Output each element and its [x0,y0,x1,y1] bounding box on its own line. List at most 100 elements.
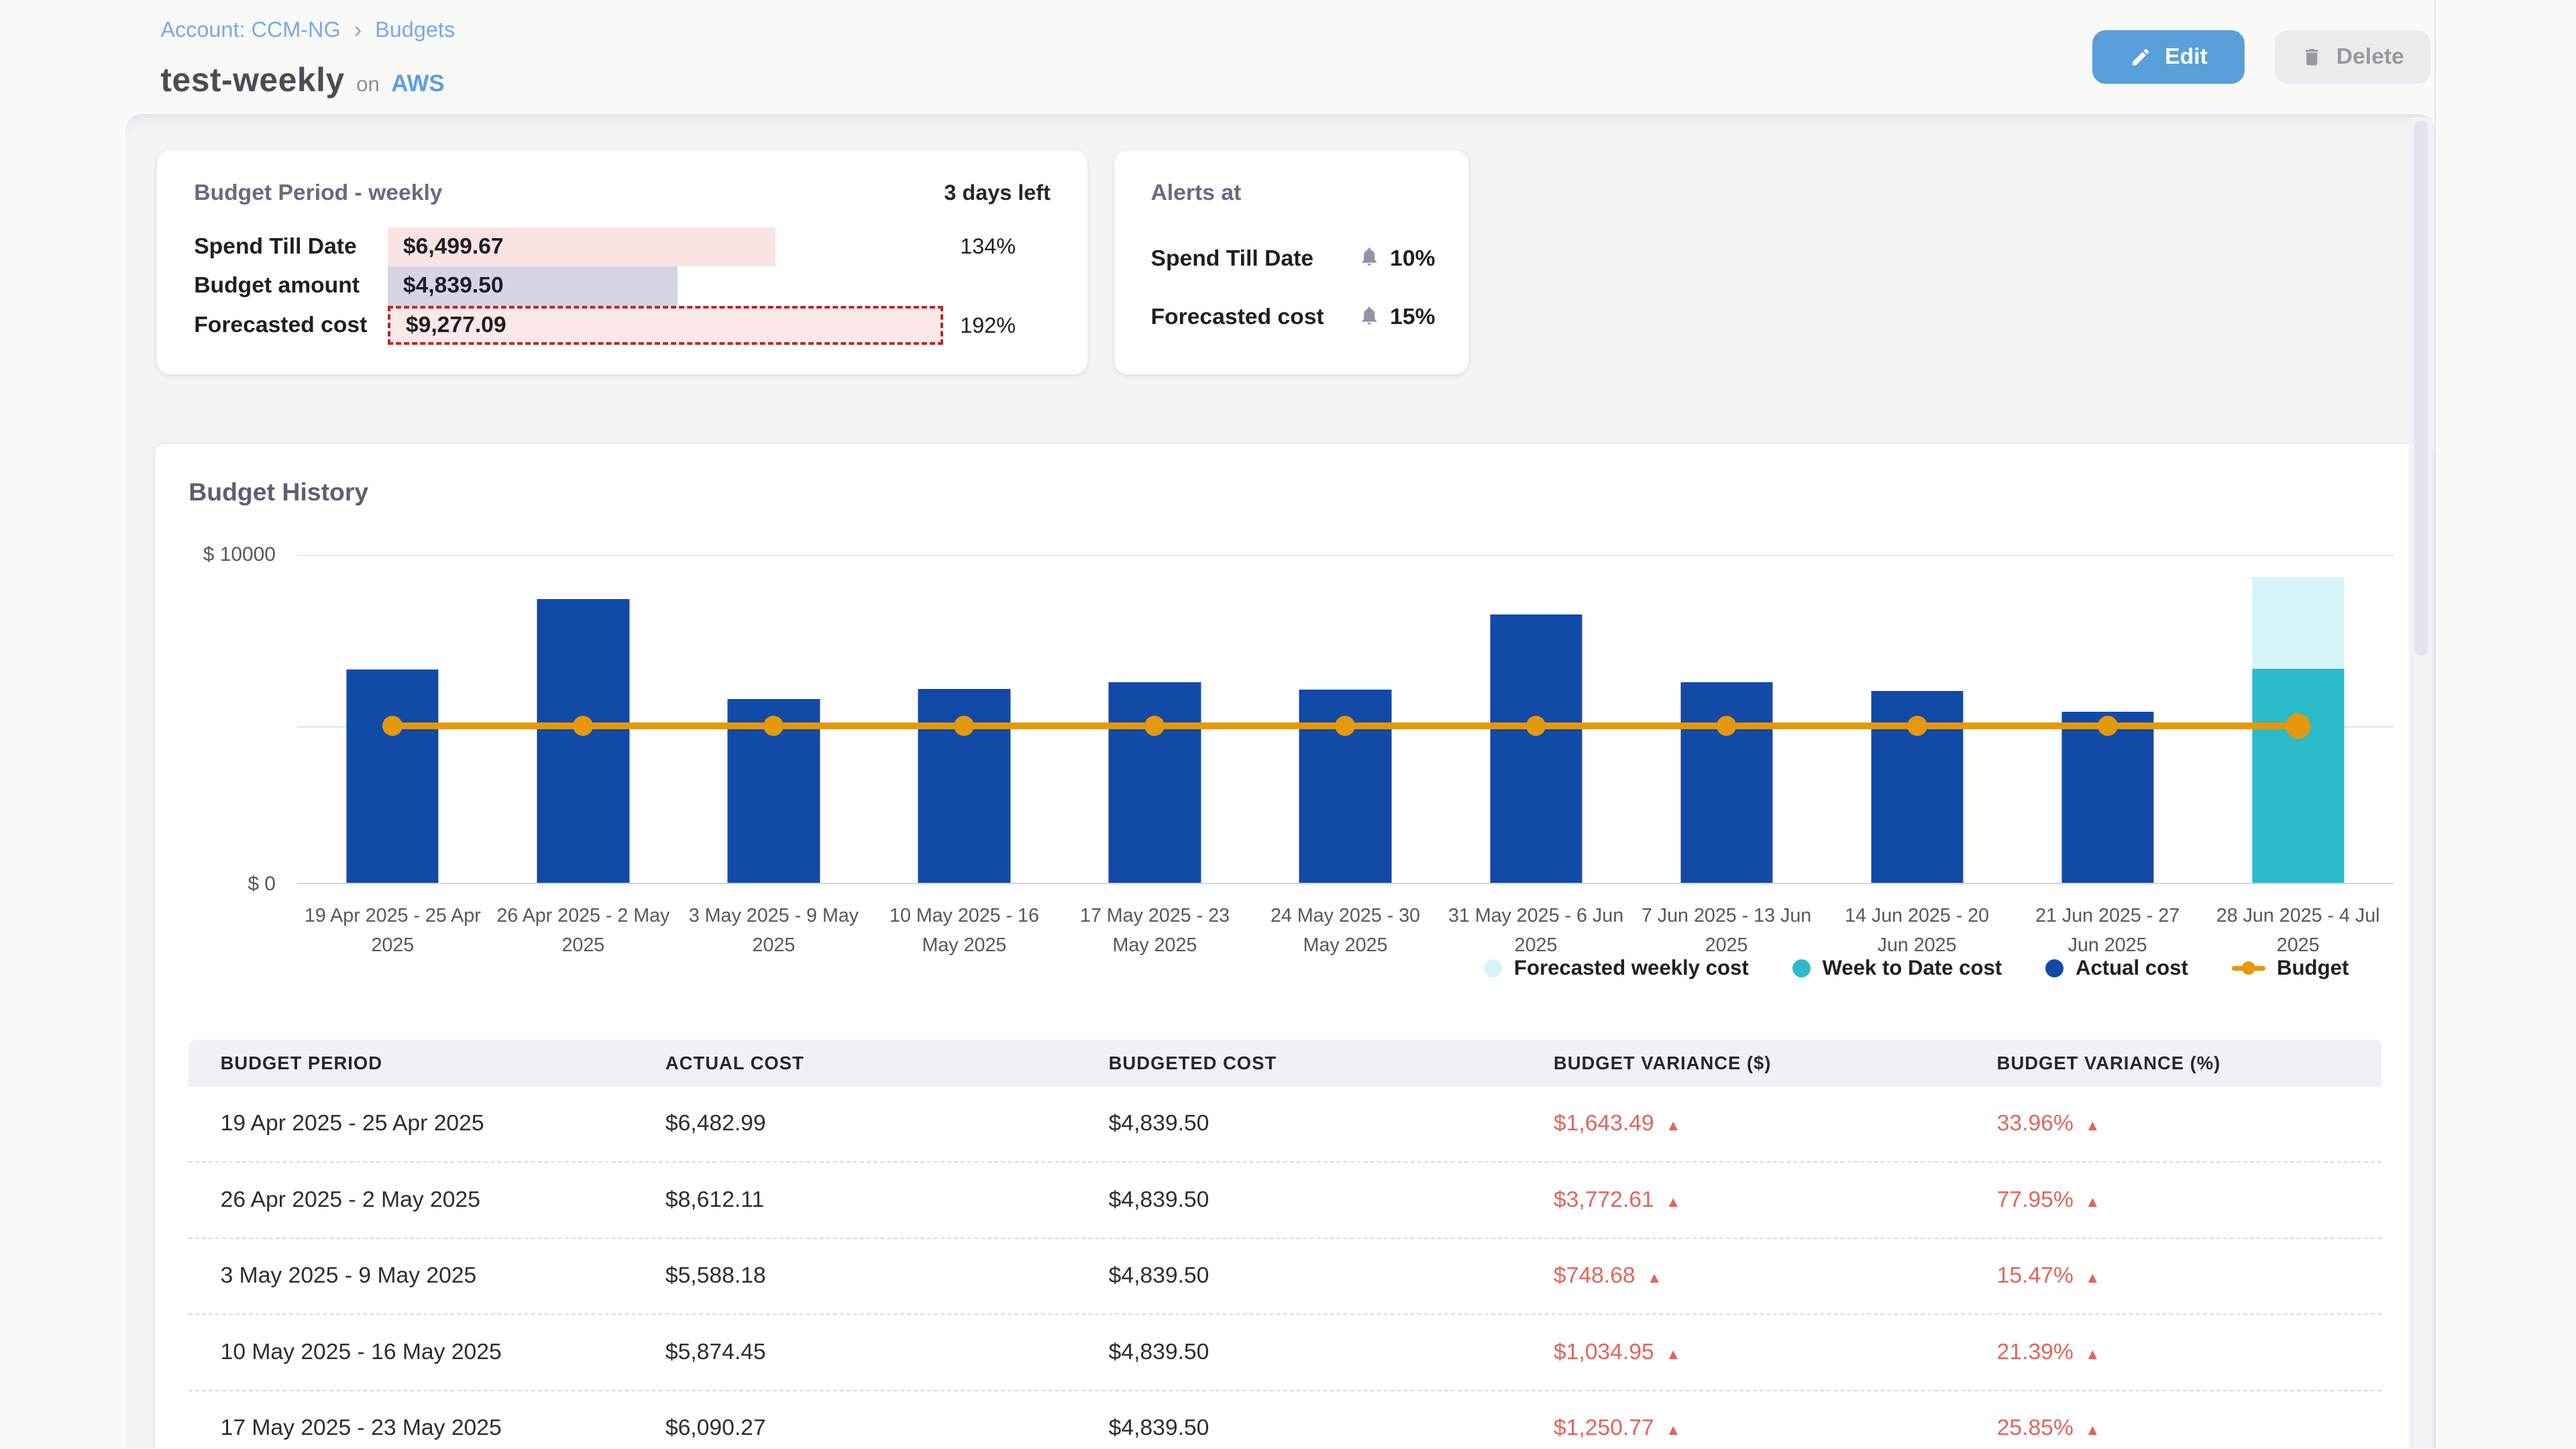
x-axis-label: 28 Jun 2025 - 4 Jul 2025 [2216,904,2380,957]
alert-rows: Spend Till Date 10% Forecasted cost 15% [1151,244,1436,333]
chart-column[interactable] [678,556,869,883]
budget-period-bar-area: $9,277.09 [388,305,944,345]
chart-column[interactable] [297,556,488,883]
budget-period-row-label: Budget amount [194,273,360,299]
alert-threshold-group: 10% [1358,244,1436,274]
legend-item[interactable]: Forecasted weekly cost [1484,956,1749,980]
page-title-row: test-weekly on AWS [160,60,444,99]
chart-column[interactable] [1822,556,2012,883]
table-header-cell: BUDGETED COST [1108,1052,1277,1073]
alert-row: Spend Till Date 10% [1151,244,1436,274]
budget-period-row: Budget amount $4,839.50 [194,266,1061,306]
legend-marker-circle [2045,959,2064,977]
actual-cost-bar[interactable] [1489,614,1582,883]
legend-item[interactable]: Week to Date cost [1792,956,2002,980]
alert-threshold-value: 15% [1390,305,1436,330]
y-axis-max-label: $ 10000 [203,543,276,566]
cell-budgeted-cost: $4,839.50 [1108,1263,1210,1289]
forecasted-weekly-cost-bar[interactable] [2252,577,2345,669]
legend-item[interactable]: Budget [2231,956,2349,980]
cell-actual-cost: $5,588.18 [665,1263,766,1289]
variance-up-icon: ▲ [2085,1345,2100,1362]
table-row: 19 Apr 2025 - 25 Apr 2025 $6,482.99 $4,839… [189,1086,2382,1163]
chart-column[interactable] [1441,556,1631,883]
budget-history-title: Budget History [189,478,369,506]
variance-up-icon: ▲ [1647,1269,1662,1287]
variance-up-icon: ▲ [1666,1421,1681,1439]
table-row: 10 May 2025 - 16 May 2025 $5,874.45 $4,839… [189,1315,2382,1391]
breadcrumb-account-link[interactable]: Account: CCM-NG [160,17,341,42]
actual-cost-bar[interactable] [537,599,629,883]
chart-column[interactable] [1250,556,1440,883]
content-panel: Account: CCM-NG › Budgets test-weekly on… [122,0,2436,1449]
table-row: 3 May 2025 - 9 May 2025 $5,588.18 $4,839.5… [189,1238,2382,1316]
cell-actual-cost: $6,090.27 [665,1415,766,1441]
budget-period-row-value: $9,277.09 [405,313,506,338]
budget-line-dot [2097,716,2118,737]
actual-cost-bar[interactable] [346,669,439,883]
actual-cost-bar[interactable] [1108,682,1201,883]
cell-budgeted-cost: $4,839.50 [1108,1111,1210,1136]
budget-history-card: Budget History $ 10000 $ 0 19 Apr 2025 -… [154,443,2434,1449]
chart-column[interactable] [1631,556,1822,883]
cell-actual-cost: $5,874.45 [665,1339,766,1364]
breadcrumb-chevron-icon: › [354,16,362,43]
table-header-row: BUDGET PERIOD ACTUAL COST BUDGETED COST BUD… [189,1039,2382,1087]
week-to-date-cost-bar[interactable] [2252,668,2345,883]
cell-budget-period: 17 May 2025 - 23 May 2025 [220,1415,502,1441]
budget-period-card: Budget Period - weekly 3 days left Spend… [157,150,1087,375]
alert-threshold-value: 10% [1390,246,1436,272]
cell-actual-cost: $8,612.11 [665,1187,765,1212]
x-axis-label: 21 Jun 2025 - 27 Jun 2025 [2035,904,2180,957]
cell-budget-period: 10 May 2025 - 16 May 2025 [220,1339,502,1364]
cell-budget-variance-usd: $1,250.77 ▲ [1553,1415,1681,1441]
cell-budget-variance-pct: 33.96% ▲ [1996,1111,2100,1136]
chart-column[interactable] [488,556,678,883]
budget-line-dot [1525,716,1546,737]
delete-button[interactable]: Delete [2275,30,2431,84]
actual-cost-bar[interactable] [2061,711,2154,883]
budget-period-row: Forecasted cost $9,277.09 192% [194,305,1061,345]
cell-budgeted-cost: $4,839.50 [1108,1415,1210,1441]
legend-label: Week to Date cost [1822,956,2002,980]
chart-column[interactable] [1059,556,1250,883]
budget-period-bar-area: $4,839.50 [388,266,943,306]
edit-button[interactable]: Edit [2092,30,2245,84]
page-scrollbar[interactable] [2409,117,2433,1449]
x-axis-label: 14 Jun 2025 - 20 Jun 2025 [1845,904,1990,957]
cloud-provider-link[interactable]: AWS [391,70,445,97]
chart-column[interactable] [2012,556,2203,883]
cell-actual-cost: $6,482.99 [665,1111,766,1136]
budget-history-table: BUDGET PERIOD ACTUAL COST BUDGETED COST BUD… [189,1039,2382,1449]
chart-column[interactable] [2203,556,2394,883]
breadcrumb-budgets-link[interactable]: Budgets [375,17,455,42]
budget-period-row-label: Forecasted cost [194,313,368,338]
table-row: 17 May 2025 - 23 May 2025 $6,090.27 $4,839… [189,1391,2382,1449]
x-axis-label: 19 Apr 2025 - 25 Apr 2025 [304,904,481,957]
x-axis-labels: 19 Apr 2025 - 25 Apr 2025 26 Apr 2025 - 2… [297,886,2393,961]
variance-up-icon: ▲ [2085,1117,2100,1134]
page-title-connector: on [356,72,380,96]
alerts-card: Alerts at Spend Till Date 10% Forecasted c… [1114,150,1469,375]
actual-cost-bar[interactable] [1680,682,1773,883]
page-scrollbar-thumb[interactable] [2414,120,2428,656]
cell-budget-variance-pct: 77.95% ▲ [1996,1187,2100,1212]
alert-row-label: Forecasted cost [1150,305,1324,330]
budget-period-row-percent: 192% [960,313,1016,337]
budget-history-chart [297,554,2394,885]
bell-icon [1358,303,1380,333]
legend-item[interactable]: Actual cost [2045,956,2188,980]
budget-period-row-percent: 134% [960,234,1016,259]
cell-budget-period: 26 Apr 2025 - 2 May 2025 [220,1187,480,1212]
cell-budget-variance-usd: $1,034.95 ▲ [1553,1339,1681,1364]
variance-up-icon: ▲ [2085,1269,2100,1287]
variance-up-icon: ▲ [1666,1193,1681,1210]
x-axis-label: 3 May 2025 - 9 May 2025 [688,904,859,957]
budget-period-bar-spend: $6,499.67 [388,227,776,267]
alert-threshold-group: 15% [1358,303,1436,333]
cell-budget-variance-usd: $748.68 ▲ [1553,1263,1662,1289]
budget-period-row-value: $4,839.50 [402,273,504,299]
x-axis-label: 17 May 2025 - 23 May 2025 [1079,904,1230,957]
chart-column[interactable] [869,556,1059,883]
cell-budget-period: 3 May 2025 - 9 May 2025 [220,1263,477,1289]
